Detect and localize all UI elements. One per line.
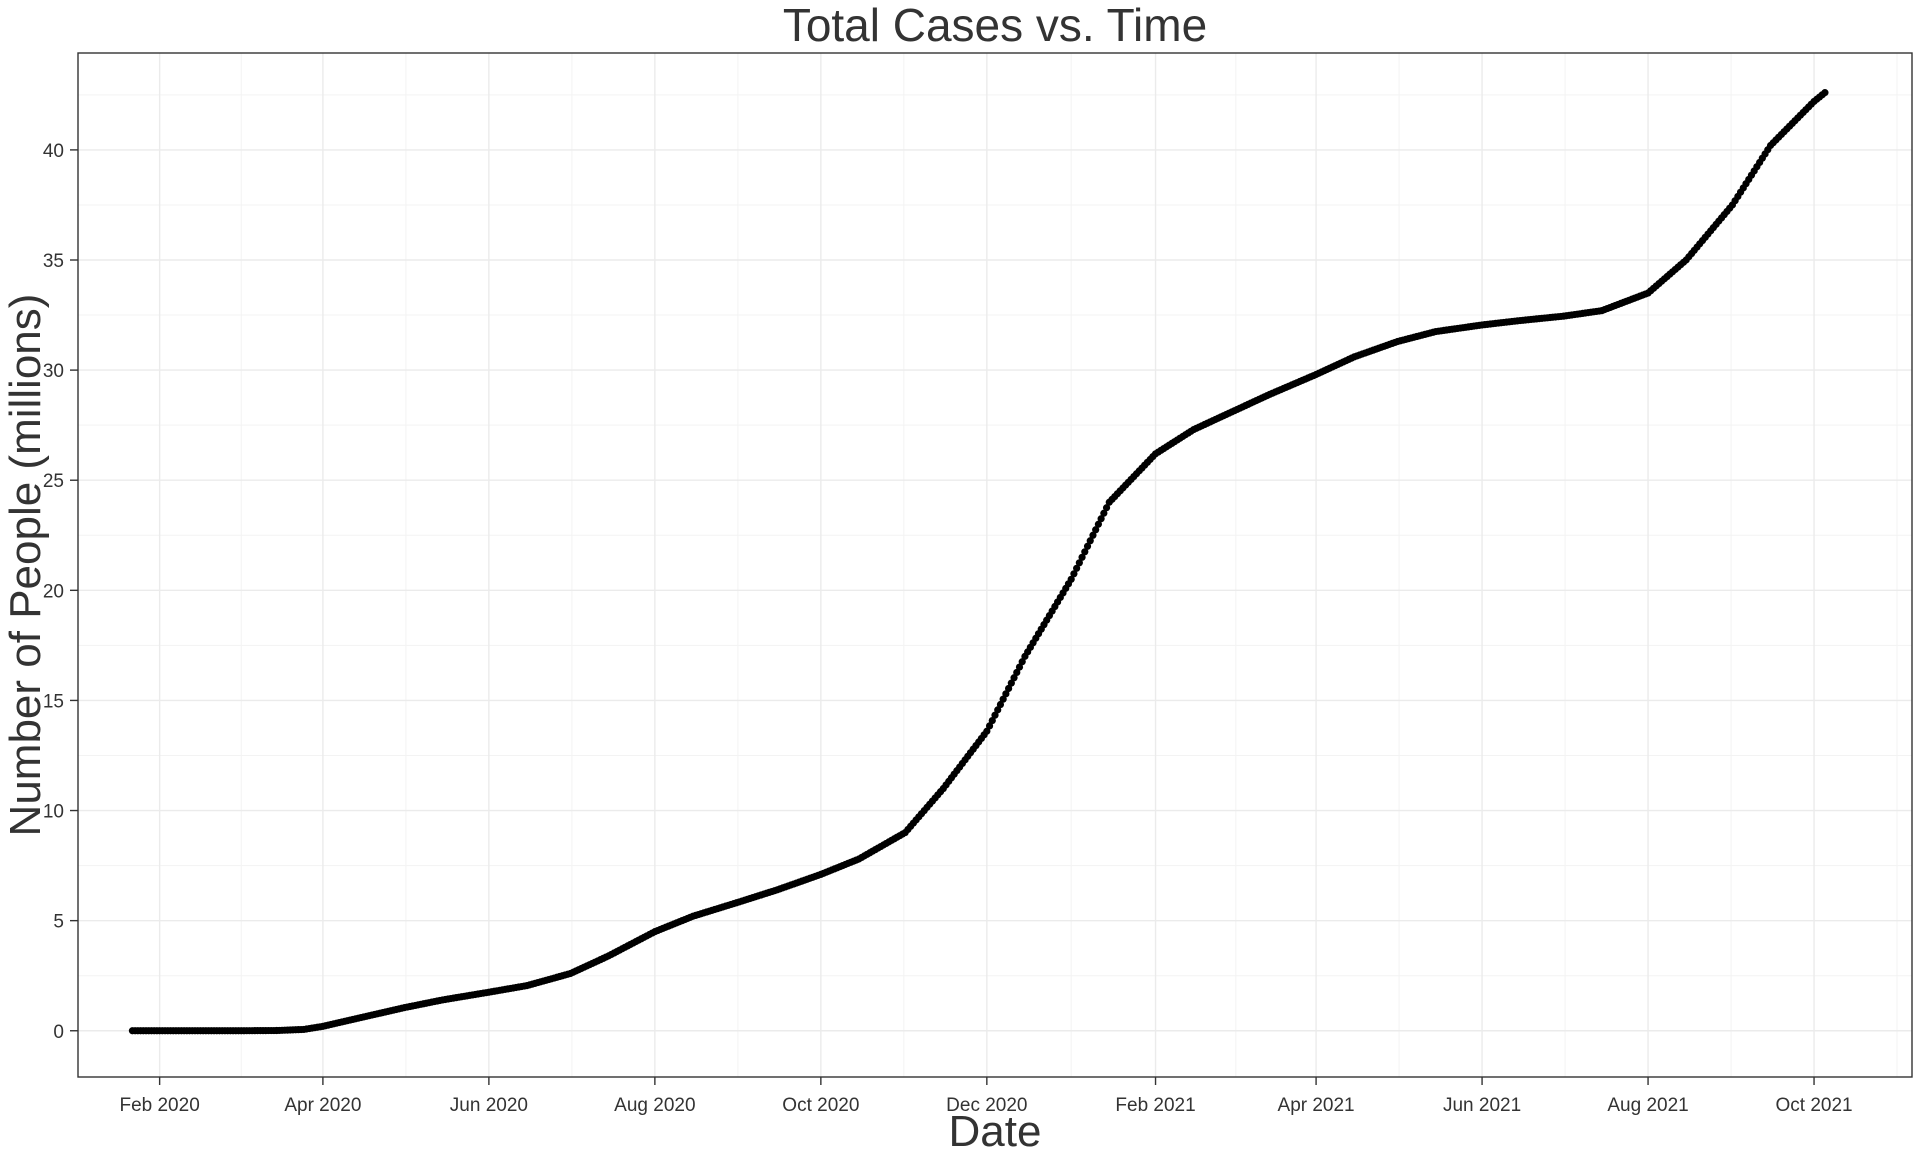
data-point	[994, 706, 1002, 714]
data-point	[1089, 531, 1097, 539]
x-tick-label: Oct 2021	[1775, 1095, 1852, 1116]
data-point	[1100, 509, 1108, 517]
data-point	[1092, 526, 1100, 534]
data-point	[999, 695, 1007, 703]
data-point	[1073, 564, 1081, 572]
y-tick-label: 25	[43, 471, 64, 492]
y-tick-label: 10	[43, 802, 64, 823]
x-tick-label: Aug 2021	[1607, 1095, 1688, 1116]
data-point	[1018, 658, 1026, 666]
data-point	[1070, 570, 1078, 578]
x-tick-label: Apr 2021	[1278, 1095, 1355, 1116]
data-point	[1002, 690, 1010, 698]
data-point	[1010, 674, 1018, 682]
y-tick-label: 0	[53, 1022, 64, 1043]
axis-ticks	[70, 149, 1815, 1085]
data-point	[996, 700, 1005, 709]
data-point	[1078, 553, 1086, 561]
data-point	[988, 716, 996, 725]
data-point	[983, 727, 991, 735]
x-tick-label: Apr 2020	[284, 1095, 361, 1116]
tick-labels: Feb 2020 Apr 2020 Jun 2020 Aug 2020 Oct 2020…	[43, 141, 1853, 1116]
data-point	[991, 711, 999, 719]
data-point	[1086, 537, 1094, 545]
x-tick-label: Feb 2020	[119, 1095, 199, 1116]
x-tick-label: Oct 2020	[782, 1095, 859, 1116]
data-point	[1081, 548, 1089, 556]
x-tick-label: Jun 2020	[450, 1095, 528, 1116]
x-axis-title: Date	[949, 1107, 1042, 1152]
data-point	[1007, 679, 1015, 687]
data-point	[1094, 520, 1102, 528]
data-point	[985, 722, 994, 730]
data-point	[1083, 542, 1092, 550]
y-axis-title: Number of People (millions)	[1, 294, 50, 837]
data-point	[1067, 575, 1075, 583]
y-tick-label: 30	[43, 361, 64, 382]
data-point	[1102, 504, 1111, 512]
data-point	[1075, 559, 1083, 567]
data-points	[128, 89, 1829, 1035]
data-point	[1005, 684, 1013, 693]
y-tick-label: 20	[43, 581, 64, 602]
x-tick-label: Dec 2020	[946, 1095, 1027, 1116]
data-point	[1015, 663, 1024, 671]
x-tick-label: Feb 2021	[1115, 1095, 1195, 1116]
y-tick-label: 40	[43, 141, 64, 162]
y-tick-label: 5	[53, 912, 64, 933]
data-point	[1821, 89, 1829, 97]
y-tick-label: 15	[43, 691, 64, 712]
y-tick-label: 35	[43, 251, 64, 272]
data-point	[1013, 668, 1021, 677]
grid	[78, 53, 1912, 1077]
chart-title: Total Cases vs. Time	[783, 0, 1207, 51]
plot-panel-border	[77, 52, 1913, 1078]
data-point	[1097, 515, 1105, 523]
x-tick-label: Aug 2020	[614, 1095, 695, 1116]
x-tick-label: Jun 2021	[1443, 1095, 1521, 1116]
